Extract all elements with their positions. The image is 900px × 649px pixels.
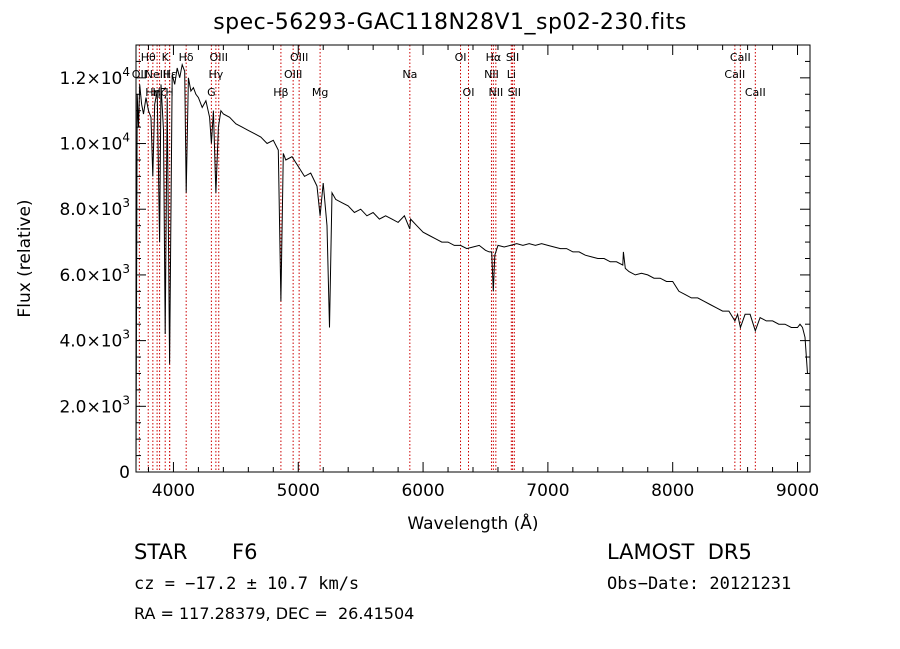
spectral-line-label: Hε: [163, 68, 177, 81]
x-axis-label: Wavelength (Å): [407, 512, 538, 534]
spectral-line-label: G: [207, 86, 216, 99]
survey-name: LAMOST DR5: [607, 540, 752, 564]
obs-date: Obs−Date: 20121231: [607, 574, 792, 594]
spectral-line-label: K: [162, 51, 170, 64]
x-tick-label: 7000: [526, 481, 569, 501]
spectral-line-label: Na: [402, 68, 417, 81]
y-tick-label: 4.0×103: [59, 328, 130, 352]
spectral-line-label: CaII: [724, 68, 745, 81]
spectral-line-label: H: [165, 86, 173, 99]
x-tick-label: 9000: [776, 481, 819, 501]
y-tick-label: 2.0×103: [59, 393, 130, 417]
y-tick-label: 1.2×104: [59, 65, 130, 89]
y-tick-label: 6.0×103: [59, 262, 130, 286]
y-axis-ticks: 0 2.0×103 4.0×103 6.0×103 8.0×103 1.0×104 1.2×…: [59, 60, 810, 483]
spectral-line-label: NII: [488, 86, 503, 99]
spectral-line-label: CaII: [745, 86, 766, 99]
y-tick-label: 8.0×103: [59, 196, 130, 220]
object-class: STAR: [134, 540, 188, 564]
spectral-line-label: Hδ: [179, 51, 194, 64]
chart-title: spec-56293-GAC118N28V1_sp02-230.fits: [213, 10, 687, 35]
x-tick-label: 5000: [277, 481, 320, 501]
y-axis-label: Flux (relative): [15, 199, 35, 317]
x-tick-label: 6000: [401, 481, 444, 501]
x-axis-ticks: 4000 5000 6000 7000 8000 9000: [147, 45, 819, 501]
x-tick-label: 4000: [152, 481, 195, 501]
spectral-line-label: OIII: [290, 51, 308, 64]
spectral-line-label: Hγ: [208, 68, 223, 81]
spectral-line-label: Mg: [312, 86, 328, 99]
spectral-line-label: OI: [455, 51, 467, 64]
spectral-line-labels: OIIHθHηNeIIIHζKHεHHδGHγOIIIHβOIIIOIIIMgN…: [132, 51, 766, 99]
spectral-line-label: OIII: [284, 68, 302, 81]
spectral-line-label: NeIII: [145, 68, 170, 81]
spectral-line-label: NII: [484, 68, 499, 81]
spectral-line-label: Hα: [486, 51, 502, 64]
spectral-line-label: Hθ: [141, 51, 156, 64]
spectrum-line: [135, 62, 810, 473]
x-tick-label: 8000: [651, 481, 694, 501]
plot-frame: [135, 44, 811, 473]
object-subclass: F6: [232, 540, 258, 564]
spectral-line-label: Hβ: [273, 86, 288, 99]
spectral-line-label: CaII: [730, 51, 751, 64]
spectral-line-markers: [138, 45, 756, 472]
spectral-line-label: SII: [508, 86, 521, 99]
coordinates: RA = 117.28379, DEC = 26.41504: [134, 604, 415, 623]
y-tick-label: 0: [119, 463, 130, 483]
spectral-line-label: SII: [506, 51, 519, 64]
spectral-line-label: OIII: [210, 51, 228, 64]
y-tick-label: 1.0×104: [59, 131, 130, 155]
spectral-line-label: OI: [463, 86, 475, 99]
spectral-line-label: Li: [507, 68, 516, 81]
cz-value: cz = −17.2 ± 10.7 km/s: [134, 574, 360, 594]
